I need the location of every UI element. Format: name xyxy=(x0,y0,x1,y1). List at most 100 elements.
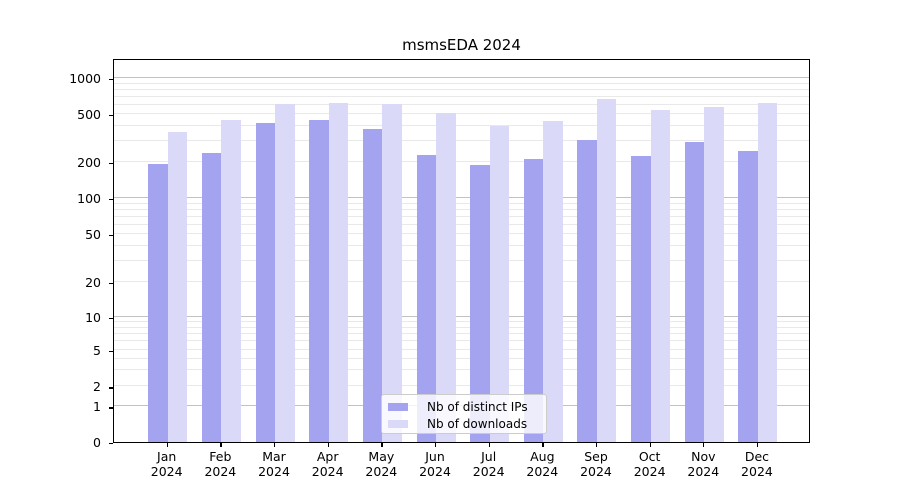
x-axis-tick-mark xyxy=(381,443,383,447)
x-axis-label-apr: Apr 2024 xyxy=(311,449,344,479)
y-axis-tick-label: 1000 xyxy=(69,71,101,86)
x-axis-tick-mark xyxy=(220,443,222,447)
gridline-minor xyxy=(114,369,809,371)
x-axis-label-may: May 2024 xyxy=(365,449,398,479)
gridline-minor xyxy=(114,124,809,126)
bar-downloads-jul xyxy=(489,125,510,442)
y-axis-tick-mark xyxy=(109,407,113,409)
x-axis-tick-mark xyxy=(595,443,598,447)
bar-distinct-ips-mar xyxy=(255,123,276,442)
x-axis-label-sep: Sep 2024 xyxy=(580,449,612,479)
legend-swatch-downloads xyxy=(388,419,408,429)
gridline-minor xyxy=(114,202,809,204)
gridline-minor xyxy=(114,320,809,322)
y-axis-tick-mark xyxy=(109,199,113,201)
gridline-minor xyxy=(114,326,809,328)
y-axis-tick-label: 1 xyxy=(93,399,101,415)
legend-item-downloads: Nb of downloads xyxy=(388,416,546,432)
bar-distinct-ips-jul xyxy=(470,164,490,442)
gridline-major xyxy=(114,77,809,79)
y-axis-tick-mark xyxy=(109,163,113,165)
bar-distinct-ips-may xyxy=(362,129,383,442)
bar-downloads-feb xyxy=(221,119,241,442)
bar-downloads-may xyxy=(382,103,402,442)
bar-downloads-jan xyxy=(167,132,188,442)
gridline-minor xyxy=(114,208,809,210)
legend-swatch-distinct-ips xyxy=(388,402,408,412)
legend-label-distinct-ips: Nb of distinct IPs xyxy=(427,400,528,414)
gridline-minor xyxy=(114,223,809,225)
x-axis-tick-mark xyxy=(166,443,168,447)
gridline-major xyxy=(114,316,809,318)
legend: Nb of distinct IPs Nb of downloads xyxy=(381,394,547,434)
bar-downloads-apr xyxy=(328,103,349,442)
y-axis-tick-mark xyxy=(109,350,113,352)
legend-item-distinct-ips: Nb of distinct IPs xyxy=(388,399,546,415)
bar-distinct-ips-sep xyxy=(577,140,597,442)
bar-distinct-ips-feb xyxy=(201,153,222,442)
y-axis-tick-label: 500 xyxy=(77,107,101,123)
y-axis-tick-label: 100 xyxy=(77,191,101,206)
x-axis-tick-mark xyxy=(327,443,329,447)
gridline-minor xyxy=(114,95,809,97)
gridline-minor xyxy=(114,340,809,342)
x-axis-tick-mark xyxy=(435,443,437,447)
gridline-minor xyxy=(114,357,809,359)
x-axis-tick-mark xyxy=(703,443,705,447)
gridline-minor xyxy=(114,259,809,261)
bar-downloads-nov xyxy=(704,107,724,442)
gridline-minor xyxy=(114,233,809,235)
gridline-minor xyxy=(114,113,809,115)
y-axis-tick-label: 2 xyxy=(93,379,101,395)
x-axis-label-nov: Nov 2024 xyxy=(687,449,720,479)
gridline-minor xyxy=(114,88,809,90)
bar-downloads-mar xyxy=(275,104,295,442)
x-axis-tick-mark xyxy=(274,443,276,447)
gridline-minor xyxy=(114,161,809,163)
y-axis-tick-mark xyxy=(109,115,113,117)
bar-downloads-sep xyxy=(596,99,617,442)
gridline-minor xyxy=(114,103,809,105)
x-axis-label-mar: Mar 2024 xyxy=(258,449,290,479)
y-axis-tick-label: 10 xyxy=(85,310,101,325)
x-axis-tick-mark xyxy=(542,443,544,447)
y-axis-tick-mark xyxy=(109,235,113,237)
bar-distinct-ips-jun xyxy=(416,154,436,442)
y-axis-tick-mark xyxy=(109,443,113,445)
gridline-minor xyxy=(114,348,809,350)
bar-distinct-ips-apr xyxy=(309,120,329,442)
x-axis-label-aug: Aug 2024 xyxy=(526,449,559,479)
gridline-minor xyxy=(114,281,809,283)
chart-title: msmsEDA 2024 xyxy=(402,36,521,54)
y-axis-tick-mark xyxy=(109,387,113,389)
bar-downloads-oct xyxy=(650,109,671,442)
y-axis-tick-mark xyxy=(109,318,113,320)
bar-distinct-ips-dec xyxy=(738,150,758,442)
y-axis-tick-label: 0 xyxy=(93,435,101,450)
gridline-minor xyxy=(114,385,809,387)
y-axis-tick-mark xyxy=(109,79,113,81)
bar-downloads-aug xyxy=(543,120,563,442)
x-axis-label-jun: Jun 2024 xyxy=(419,449,451,479)
gridline-minor xyxy=(114,332,809,334)
x-axis-tick-mark xyxy=(649,443,651,447)
x-axis-label-feb: Feb 2024 xyxy=(204,449,237,479)
y-axis-tick-label: 50 xyxy=(85,227,101,243)
bar-distinct-ips-aug xyxy=(523,158,544,442)
bar-downloads-jun xyxy=(436,113,456,442)
bar-distinct-ips-jan xyxy=(148,164,168,442)
x-axis-tick-mark xyxy=(488,443,490,447)
gridline-minor xyxy=(114,215,809,217)
gridline-minor xyxy=(114,140,809,142)
x-axis-label-jan: Jan 2024 xyxy=(150,449,183,479)
y-axis-tick-label: 5 xyxy=(93,342,101,358)
bar-distinct-ips-oct xyxy=(631,155,651,442)
plot-area: Nb of distinct IPs Nb of downloads xyxy=(113,59,810,443)
x-axis-tick-mark xyxy=(756,443,759,447)
bar-downloads-dec xyxy=(757,103,778,442)
y-axis-tick-label: 200 xyxy=(77,155,101,171)
y-axis-tick-label: 20 xyxy=(85,275,101,291)
x-axis-label-jul: Jul 2024 xyxy=(472,449,505,479)
gridline-minor xyxy=(114,244,809,246)
